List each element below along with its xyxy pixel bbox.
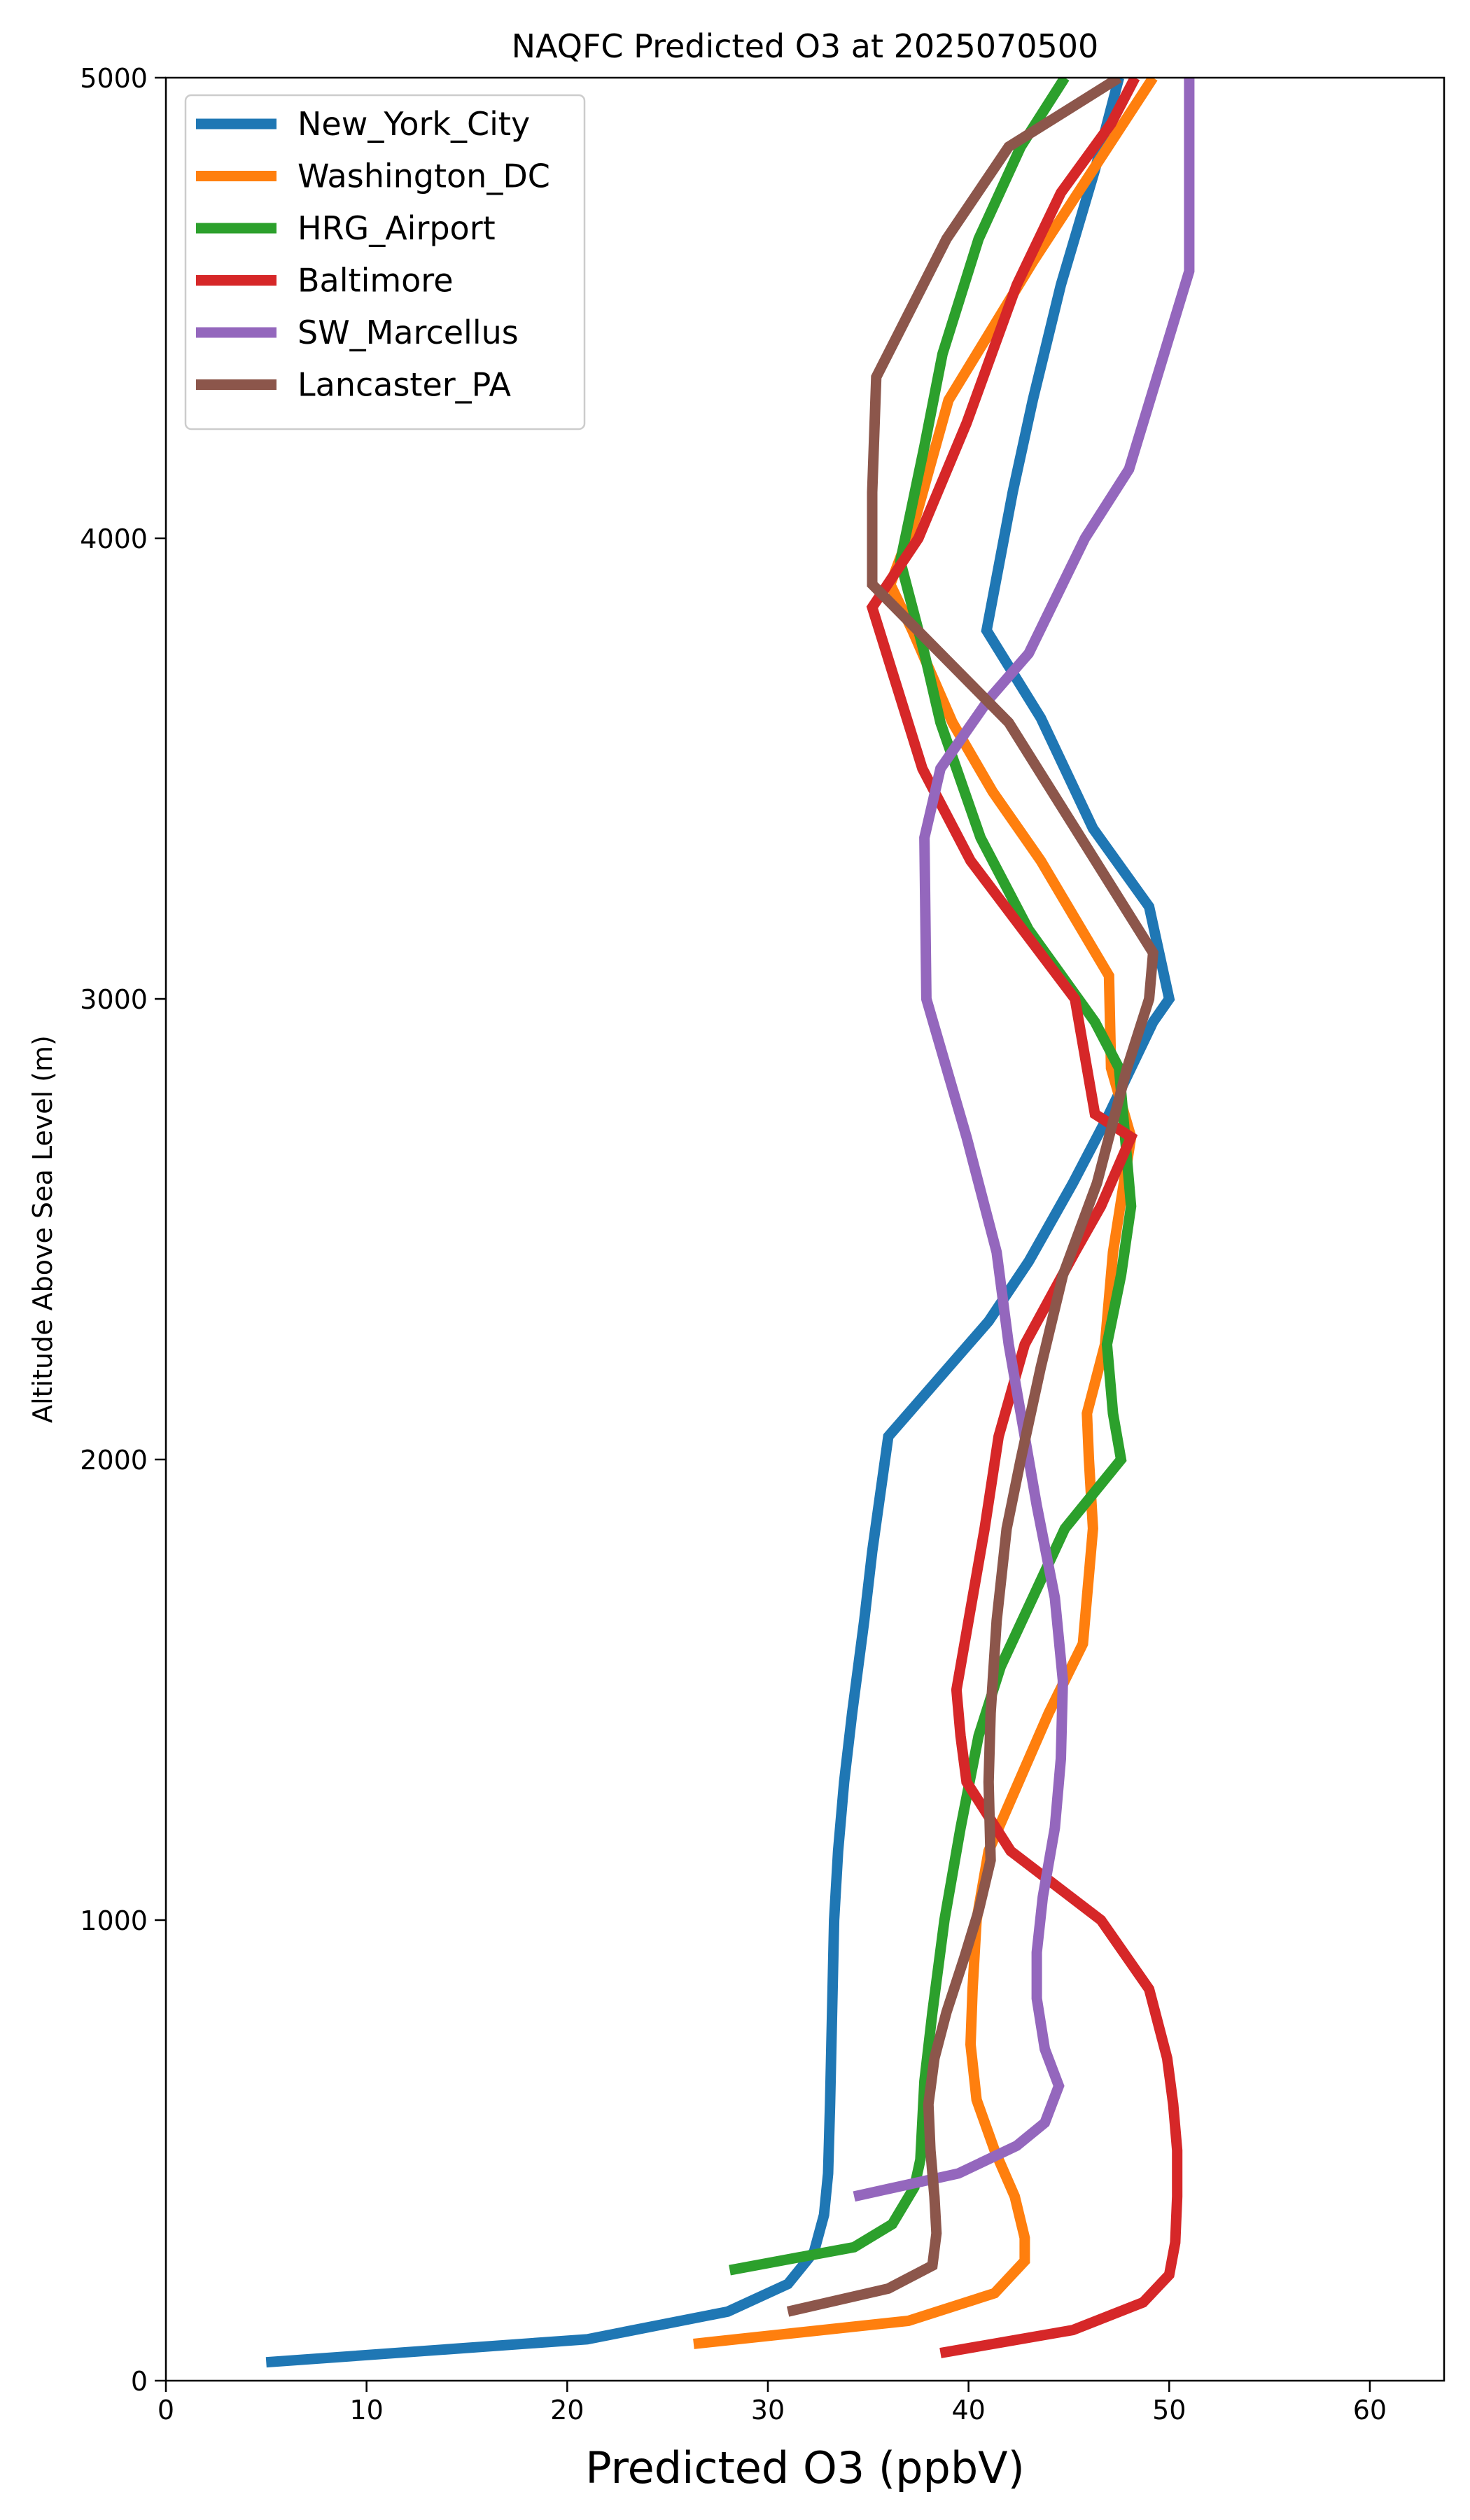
series-line-baltimore [866,78,1183,2358]
x-tick-label: 30 [751,2395,785,2426]
legend-label: Lancaster_PA [298,366,511,404]
legend-label: Washington_DC [298,158,550,195]
x-tick-label: 20 [550,2395,584,2426]
y-tick-label: 3000 [80,984,148,1015]
y-tick-label: 4000 [80,524,148,554]
y-tick-label: 2000 [80,1445,148,1476]
legend-label: HRG_Airport [298,209,496,247]
x-axis-label: Predicted O3 (ppbV) [585,2442,1025,2493]
legend-label: Baltimore [298,262,454,300]
plot-frame [164,76,1446,2382]
chart-title: NAQFC Predicted O3 at 2025070500 [512,27,1099,65]
x-tick-label: 10 [349,2395,383,2426]
x-tick-label: 40 [951,2395,985,2426]
x-tick-label: 60 [1353,2395,1387,2426]
x-tick-label: 0 [158,2395,174,2426]
y-axis-label: Altitude Above Sea Level (m) [27,1035,58,1423]
legend-label: SW_Marcellus [298,314,519,351]
legend-box [184,94,586,430]
legend-label: New_York_City [298,105,530,143]
series-line-new-york-city [265,78,1175,2368]
x-axis: 0 10 20 30 40 50 60 [158,2381,1387,2426]
series-layer [265,78,1195,2368]
series-line-sw-marcellus [853,78,1195,2202]
x-tick-label: 50 [1152,2395,1186,2426]
y-axis: 0 1000 2000 3000 4000 5000 [80,63,166,2397]
series-line-lancaster-pa [786,78,1158,2317]
y-tick-label: 0 [131,2366,148,2397]
series-line-washington-dc [693,78,1158,2349]
y-tick-label: 1000 [80,1905,148,1936]
y-tick-label: 5000 [80,63,148,94]
legend: New_York_City Washington_DC HRG_Airport Bal… [184,94,586,430]
